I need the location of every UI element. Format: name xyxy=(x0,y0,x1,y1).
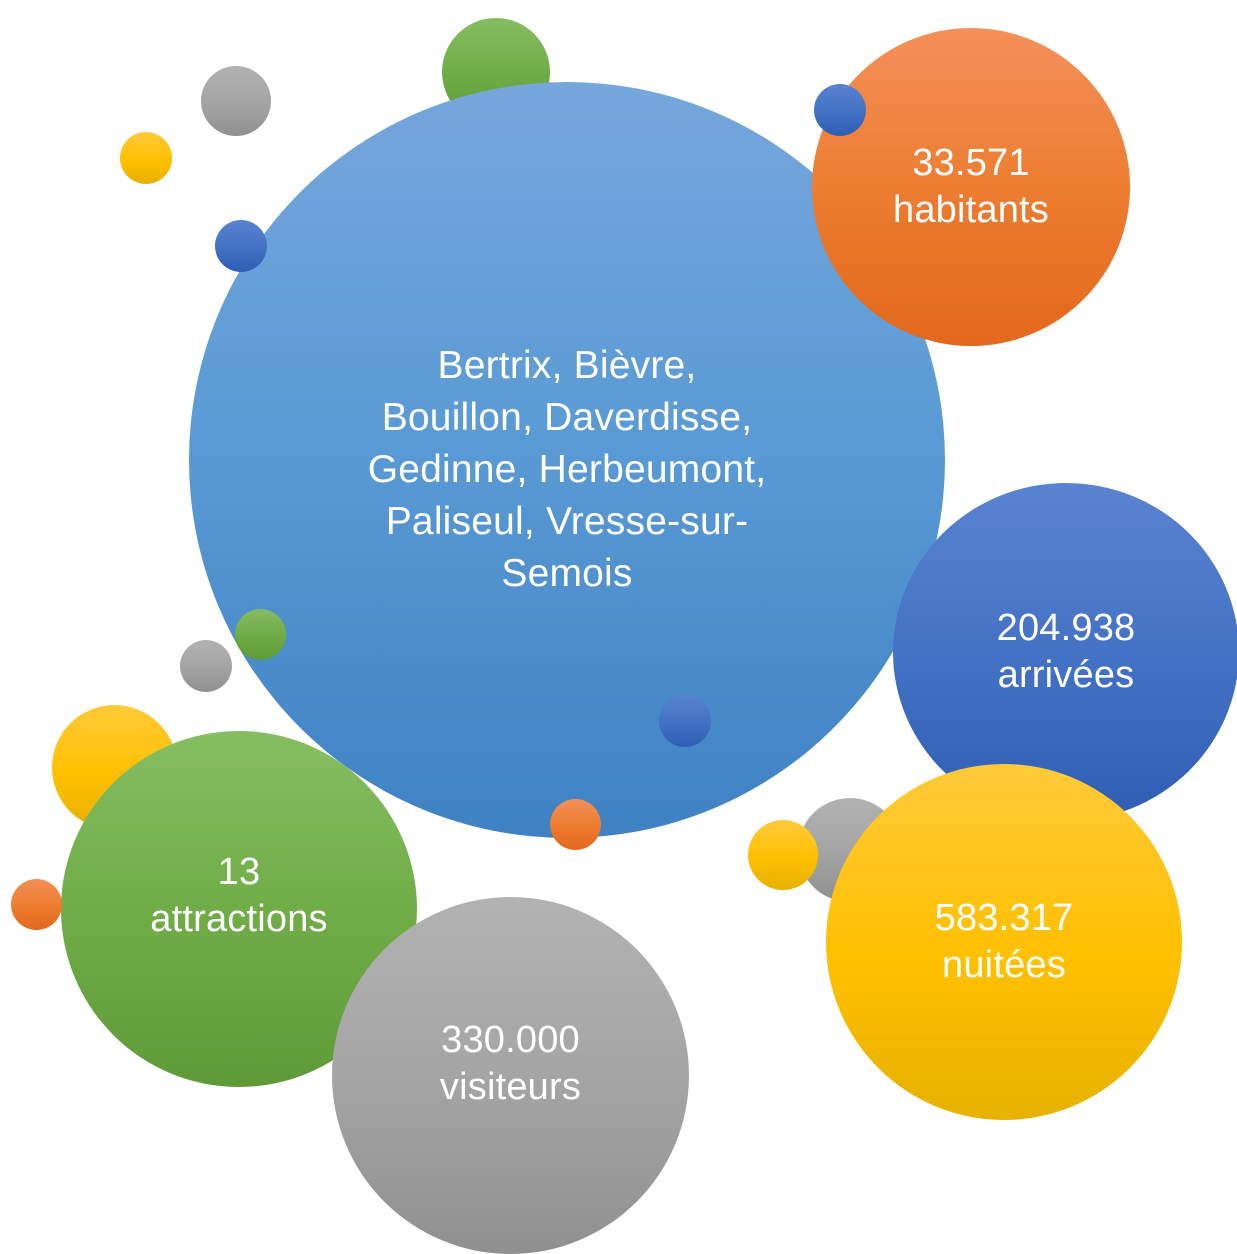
habitants-label: 33.571 habitants xyxy=(892,142,1050,231)
arrivees-bubble: 204.938 arrivées xyxy=(893,483,1237,821)
nuitees-bubble: 583.317 nuitées xyxy=(826,764,1182,1120)
arrivees-label: 204.938 arrivées xyxy=(996,607,1136,696)
attractions-label: 13 attractions xyxy=(150,851,328,940)
habitants-bubble: 33.571 habitants xyxy=(812,28,1130,346)
decorative-dot-orange xyxy=(550,799,601,850)
decorative-dot-green xyxy=(235,609,286,660)
center-bubble-label: Bertrix, Bièvre, Bouillon, Daverdisse, G… xyxy=(367,344,767,595)
decorative-dot-gray xyxy=(180,640,232,692)
decorative-dot-blue xyxy=(659,695,711,747)
decorative-dot-gray xyxy=(201,66,271,136)
visiteurs-bubble: 330.000 visiteurs xyxy=(332,897,689,1254)
decorative-dot-yellow xyxy=(120,132,172,184)
decorative-dot-orange xyxy=(11,879,62,930)
decorative-dot-blue xyxy=(215,220,267,272)
decorative-dot-yellow xyxy=(748,820,818,890)
nuitees-label: 583.317 nuitées xyxy=(934,897,1074,986)
decorative-dot-blue xyxy=(814,84,866,136)
visiteurs-label: 330.000 visiteurs xyxy=(439,1018,582,1108)
